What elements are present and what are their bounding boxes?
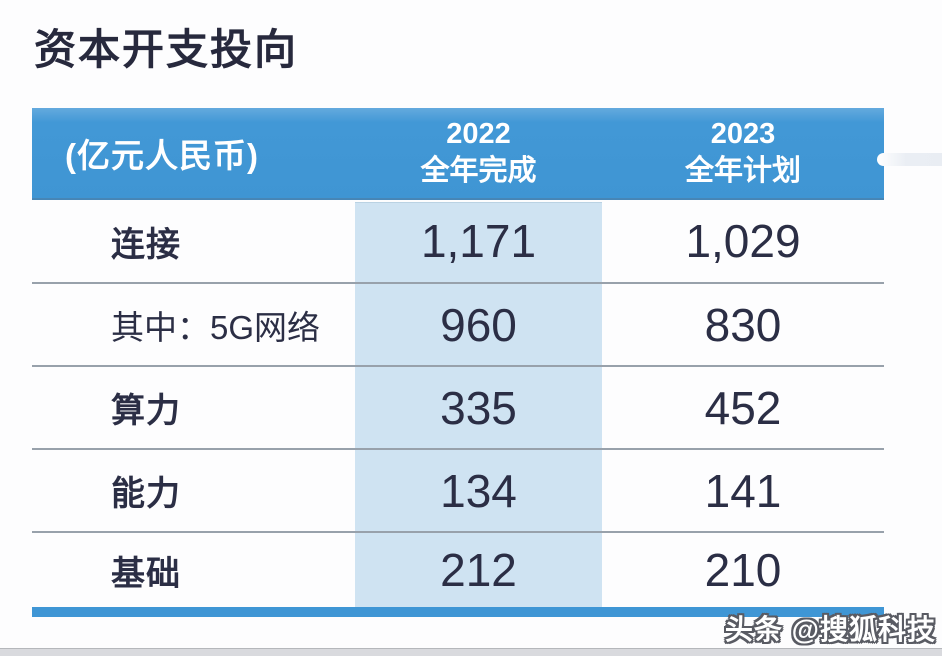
value-2022: 134 [440, 464, 517, 517]
row-label: 其中：5G网络 [111, 308, 321, 346]
row-label: 连接 [111, 225, 181, 264]
column-header-2023: 2023 全年计划 [602, 108, 884, 198]
value-2023: 141 [704, 464, 782, 517]
value-2022: 212 [440, 544, 517, 596]
table-bottom-accent-bar [32, 607, 884, 617]
table-row: 基础 212 210 [32, 533, 884, 607]
value-2023: 1,029 [685, 215, 801, 267]
value-2022: 1,171 [420, 215, 537, 267]
footer-strip [0, 648, 942, 656]
column-header-2022-sub: 全年完成 [420, 155, 537, 187]
capex-table: (亿元人民币) 2022 全年完成 2023 全年计划 连接 1,171 1,0… [32, 108, 884, 617]
row-label: 能力 [111, 475, 181, 513]
table-row: 其中：5G网络 960 830 [32, 284, 884, 367]
value-2023: 210 [704, 544, 782, 596]
table-row: 算力 335 452 [32, 367, 884, 450]
value-2022: 335 [440, 381, 517, 434]
value-2023: 830 [704, 298, 782, 351]
value-2023: 452 [704, 381, 782, 434]
highlight-column-2022 [355, 202, 602, 607]
unit-header-cell: (亿元人民币) [65, 137, 259, 174]
table-row: 能力 134 141 [32, 450, 884, 533]
column-header-2022-year: 2022 [446, 118, 511, 150]
table-header-row: (亿元人民币) 2022 全年完成 2023 全年计划 [32, 108, 884, 200]
column-header-2023-sub: 全年计划 [684, 155, 801, 187]
row-label: 基础 [111, 554, 181, 593]
table-row: 连接 1,171 1,029 [32, 200, 884, 284]
column-header-2022: 2022 全年完成 [355, 108, 602, 198]
watermark-sohu-tech: 头条 @搜狐科技 [724, 614, 936, 645]
value-2022: 960 [440, 298, 517, 351]
right-accent-bar [877, 153, 942, 166]
row-label: 算力 [111, 392, 181, 430]
column-header-2023-year: 2023 [710, 118, 776, 150]
table-body: 连接 1,171 1,029 其中：5G网络 960 830 算力 335 45… [32, 200, 884, 607]
page-title: 资本开支投向 [34, 26, 299, 73]
